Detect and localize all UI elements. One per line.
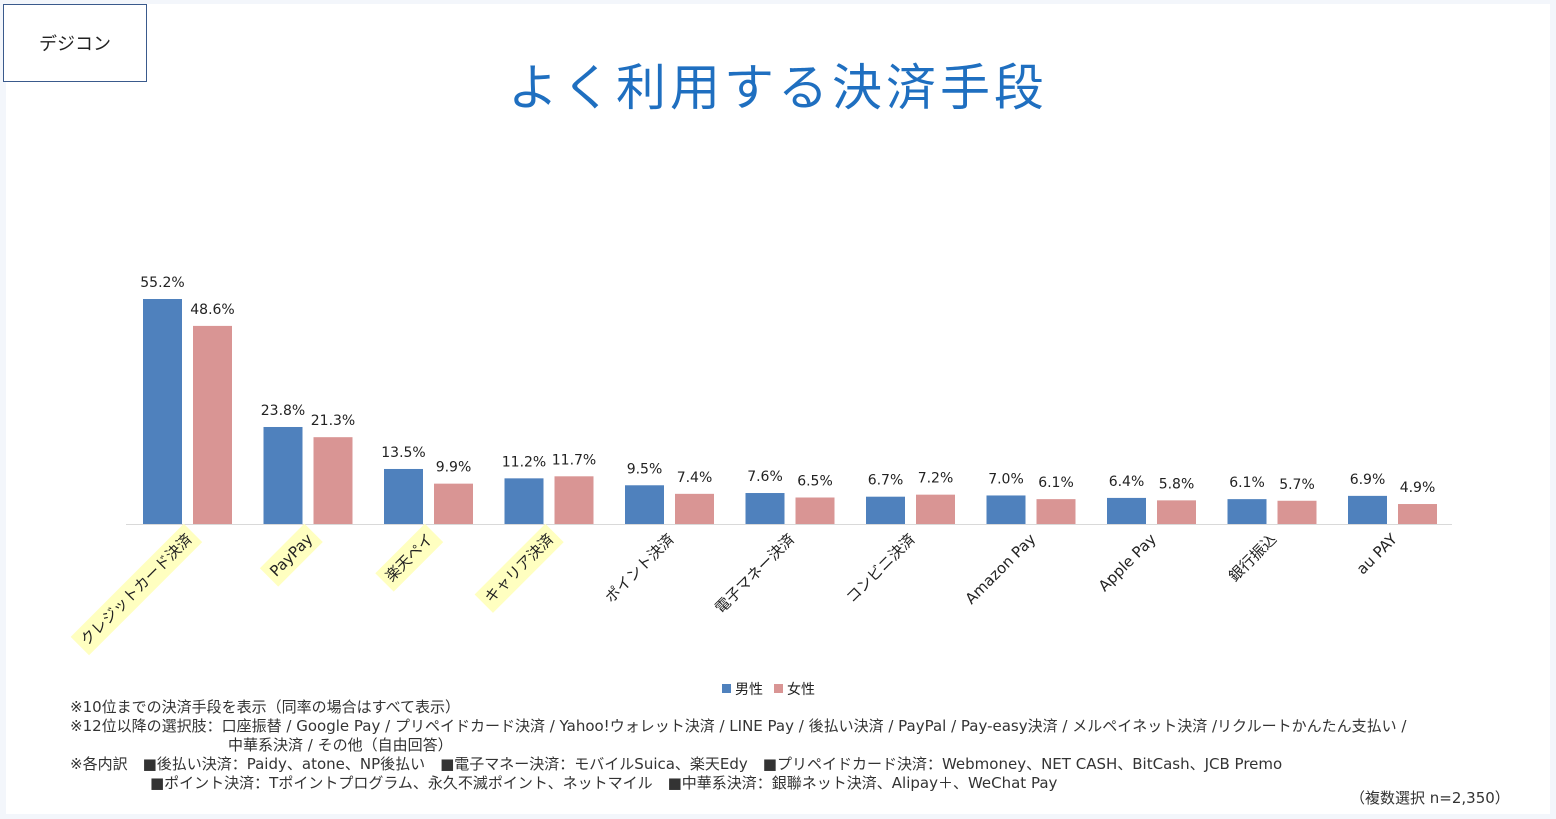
category-label: ポイント決済 <box>601 530 677 606</box>
data-label: 7.4% <box>677 470 713 486</box>
data-label: 13.5% <box>381 445 425 461</box>
bar <box>434 483 473 524</box>
data-label: 9.5% <box>627 461 663 477</box>
data-label: 23.8% <box>261 403 305 419</box>
note-5: ■ポイント決済：Tポイントプログラム、永久不滅ポイント、ネットマイル ■中華系決… <box>150 774 1058 792</box>
data-label: 7.0% <box>988 471 1024 487</box>
bar <box>675 493 714 524</box>
bar <box>1277 500 1317 524</box>
slide <box>6 4 1550 814</box>
bar <box>313 437 353 524</box>
legend-swatch <box>774 684 783 693</box>
data-label: 6.1% <box>1229 475 1265 491</box>
category-highlight <box>70 523 203 656</box>
bar <box>745 493 785 524</box>
legend-swatch <box>722 684 731 693</box>
category-label: Amazon Pay <box>962 530 1040 608</box>
note-4: ※各内訳 ■後払い決済：Paidy、atone、NP後払い ■電子マネー決済：モ… <box>70 755 1283 773</box>
data-label: 6.9% <box>1350 472 1386 488</box>
page-title: よく利用する決済手段 <box>508 59 1048 117</box>
data-label: 6.7% <box>868 473 904 489</box>
category-label: 楽天ペイ <box>382 530 437 585</box>
data-label: 55.2% <box>140 275 184 291</box>
note-1: ※10位までの決済手段を表示（同率の場合はすべて表示） <box>70 698 461 716</box>
bar <box>1227 499 1267 524</box>
bar <box>1107 497 1146 524</box>
note-2: ※12位以降の選択肢：口座振替 / Google Pay / プリペイドカード決… <box>70 717 1407 735</box>
bar <box>504 478 544 524</box>
legend-label: 女性 <box>787 681 815 698</box>
data-label: 48.6% <box>190 302 234 318</box>
bar <box>866 496 905 524</box>
data-label: 9.9% <box>436 460 472 476</box>
bar <box>795 497 835 524</box>
data-label: 11.7% <box>552 452 596 468</box>
legend-label: 男性 <box>735 682 763 698</box>
bar <box>143 299 182 524</box>
bar <box>1157 500 1196 524</box>
data-label: 7.6% <box>747 469 783 485</box>
bar <box>986 495 1026 524</box>
category-label: au PAY <box>1353 530 1402 579</box>
category-highlight <box>474 523 564 613</box>
bar <box>554 476 594 524</box>
bar <box>263 426 303 524</box>
category-highlight <box>375 523 444 592</box>
data-label: 4.9% <box>1400 480 1436 496</box>
category-label: クレジットカード決済 <box>77 530 196 649</box>
data-label: 7.2% <box>918 471 954 487</box>
bar <box>625 485 664 524</box>
category-label: 銀行振込 <box>1225 530 1280 585</box>
note-3: 中華系決済 / その他（自由回答） <box>228 736 453 754</box>
category-label: Apple Pay <box>1095 530 1160 595</box>
sample-size: （複数選択 n=2,350） <box>1350 789 1510 807</box>
notes: ※10位までの決済手段を表示（同率の場合はすべて表示） ※12位以降の選択肢：口… <box>70 698 1406 793</box>
category-label: コンビニ決済 <box>842 530 918 606</box>
data-label: 5.8% <box>1159 476 1195 492</box>
brand-badge: デジコン <box>3 4 147 82</box>
bar <box>916 494 955 524</box>
bar <box>1348 495 1387 524</box>
category-label: 電子マネー決済 <box>711 530 798 617</box>
data-label: 5.7% <box>1279 477 1315 493</box>
bar <box>384 468 423 524</box>
data-label: 11.2% <box>502 454 546 470</box>
category-highlight <box>259 523 323 587</box>
data-label: 6.1% <box>1038 475 1074 491</box>
data-label: 6.4% <box>1109 474 1145 490</box>
data-label: 6.5% <box>797 474 833 490</box>
bar <box>193 325 232 524</box>
bar <box>1036 499 1076 524</box>
bar <box>1398 504 1437 524</box>
data-label: 21.3% <box>311 413 355 429</box>
category-label: キャリア決済 <box>481 530 557 606</box>
